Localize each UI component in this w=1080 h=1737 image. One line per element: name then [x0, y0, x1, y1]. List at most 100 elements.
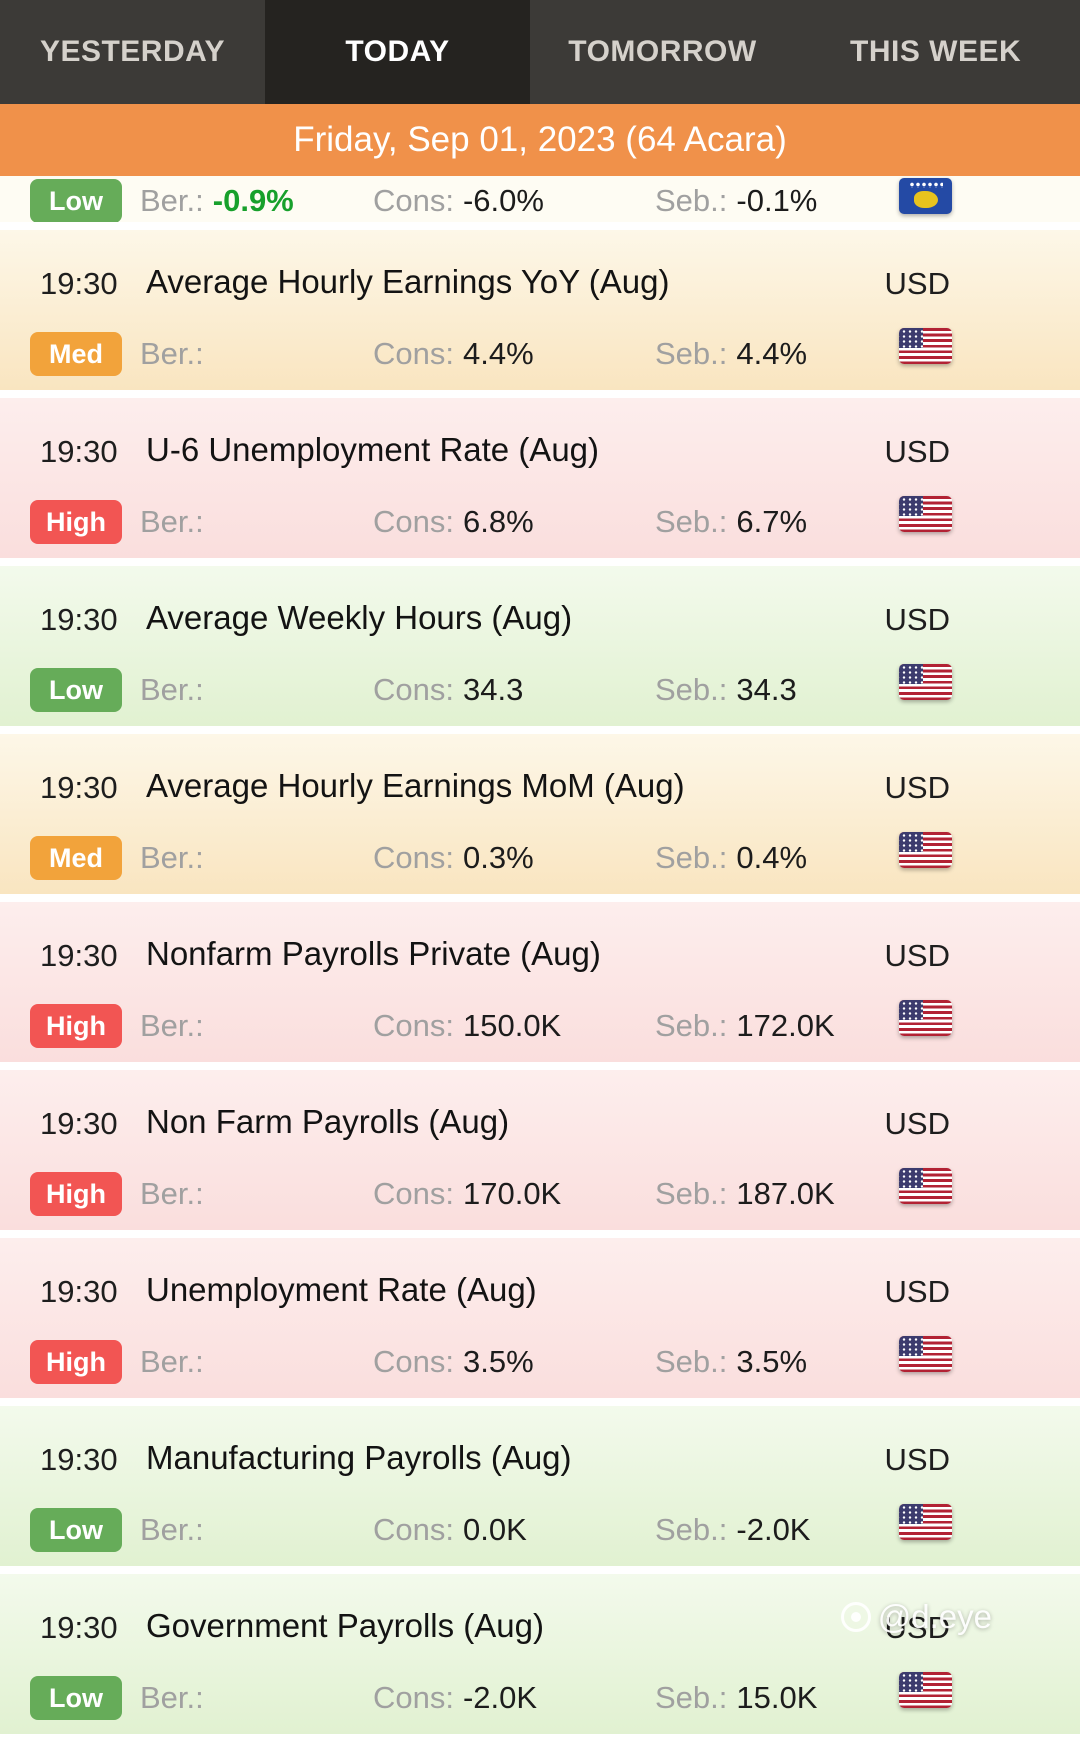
event-row[interactable]: 19:30 Average Hourly Earnings MoM (Aug) … [0, 734, 1080, 894]
event-currency: USD [884, 1610, 950, 1645]
cons-label: Cons: [373, 336, 454, 371]
country-flag-icon [899, 178, 952, 214]
cons-label: Cons: [373, 672, 454, 707]
event-title: Government Payrolls (Aug) [146, 1607, 544, 1644]
seb-label: Seb.: [655, 1344, 728, 1379]
event-time: 19:30 [40, 938, 118, 973]
tab-this-week[interactable]: THIS WEEK [850, 35, 1022, 68]
event-currency: USD [884, 1106, 950, 1141]
event-row[interactable]: Low Ber.: -0.9% Cons: -6.0% Seb.: -0.1% [0, 176, 1080, 222]
event-currency: USD [884, 602, 950, 637]
ber-label: Ber.: [140, 840, 204, 875]
event-currency: USD [884, 1442, 950, 1477]
cons-label: Cons: [373, 1176, 454, 1211]
cons-value: 0.3% [462, 840, 534, 875]
event-row[interactable]: 19:30 Non Farm Payrolls (Aug) USD High B… [0, 1070, 1080, 1230]
event-time: 19:30 [40, 266, 118, 301]
ber-metric: Ber.: [140, 1344, 213, 1380]
seb-value: 6.7% [736, 504, 808, 539]
importance-badge: High [30, 1004, 122, 1048]
seb-label: Seb.: [655, 504, 728, 539]
country-flag-icon [899, 1336, 952, 1372]
country-flag-icon [899, 328, 952, 364]
seb-value: 0.4% [736, 840, 808, 875]
event-title: Average Weekly Hours (Aug) [146, 599, 573, 636]
ber-label: Ber.: [140, 336, 204, 371]
event-row[interactable]: 19:30 Average Weekly Hours (Aug) USD Low… [0, 566, 1080, 726]
event-row[interactable]: 19:30 U-6 Unemployment Rate (Aug) USD Hi… [0, 398, 1080, 558]
seb-label: Seb.: [655, 1176, 728, 1211]
ber-metric: Ber.: [140, 1176, 213, 1212]
importance-badge: High [30, 500, 122, 544]
cons-value: -2.0K [462, 1680, 538, 1715]
event-row[interactable]: 19:30 Unemployment Rate (Aug) USD High B… [0, 1238, 1080, 1398]
seb-label: Seb.: [655, 672, 728, 707]
seb-label: Seb.: [655, 840, 728, 875]
event-time: 19:30 [40, 602, 118, 637]
event-list: Low Ber.: -0.9% Cons: -6.0% Seb.: -0.1% 19:… [0, 176, 1080, 1734]
ber-metric: Ber.: [140, 1008, 213, 1044]
eye-logo-icon [840, 1602, 871, 1632]
event-row[interactable]: 19:30 Average Hourly Earnings YoY (Aug) … [0, 230, 1080, 390]
importance-badge: High [30, 1340, 122, 1384]
event-time: 19:30 [40, 770, 118, 805]
event-time: 19:30 [40, 1106, 118, 1141]
country-flag-icon [899, 1672, 952, 1708]
importance-badge: Low [30, 179, 122, 222]
tab-today[interactable]: TODAY [265, 0, 530, 104]
seb-metric: Seb.: -0.1% [655, 183, 817, 219]
importance-badge: Low [30, 1508, 122, 1552]
event-currency: USD [884, 266, 950, 301]
event-row[interactable]: 19:30 Manufacturing Payrolls (Aug) USD L… [0, 1406, 1080, 1566]
ber-value: -0.9% [212, 183, 294, 218]
ber-label: Ber.: [140, 183, 204, 218]
country-flag-icon [899, 664, 952, 700]
country-flag-icon [899, 1000, 952, 1036]
seb-metric: Seb.: 0.4% [655, 840, 807, 876]
importance-badge: High [30, 1172, 122, 1216]
cons-metric: Cons: 0.0K [373, 1512, 527, 1548]
seb-metric: Seb.: 15.0K [655, 1680, 817, 1716]
event-title: Nonfarm Payrolls Private (Aug) [146, 935, 601, 972]
ber-label: Ber.: [140, 1512, 204, 1547]
cons-value: 3.5% [462, 1344, 534, 1379]
seb-metric: Seb.: -2.0K [655, 1512, 811, 1548]
importance-badge: Low [30, 1676, 122, 1720]
seb-value: -0.1% [736, 183, 818, 218]
seb-metric: Seb.: 172.0K [655, 1008, 835, 1044]
event-title: Average Hourly Earnings MoM (Aug) [146, 767, 685, 804]
ber-label: Ber.: [140, 504, 204, 539]
seb-label: Seb.: [655, 336, 728, 371]
cons-metric: Cons: 34.3 [373, 672, 523, 708]
seb-value: 3.5% [736, 1344, 808, 1379]
cons-metric: Cons: 3.5% [373, 1344, 534, 1380]
event-currency: USD [884, 1274, 950, 1309]
ber-metric: Ber.: [140, 840, 213, 876]
event-row[interactable]: 19:30 Nonfarm Payrolls Private (Aug) USD… [0, 902, 1080, 1062]
event-currency: USD [884, 434, 950, 469]
cons-label: Cons: [373, 1680, 454, 1715]
tab-yesterday[interactable]: YESTERDAY [39, 35, 226, 68]
event-currency: USD [884, 770, 950, 805]
seb-label: Seb.: [655, 1512, 728, 1547]
seb-label: Seb.: [655, 183, 728, 218]
event-title: Average Hourly Earnings YoY (Aug) [146, 263, 670, 300]
seb-metric: Seb.: 3.5% [655, 1344, 807, 1380]
country-flag-icon [899, 832, 952, 868]
tab-bar: YESTERDAY TODAY TOMORROW THIS WEEK [0, 0, 1080, 104]
cons-value: 6.8% [462, 504, 534, 539]
country-flag-icon [899, 496, 952, 532]
event-currency: USD [884, 938, 950, 973]
event-time: 19:30 [40, 1274, 118, 1309]
cons-label: Cons: [373, 1344, 454, 1379]
cons-metric: Cons: 150.0K [373, 1008, 561, 1044]
cons-metric: Cons: 4.4% [373, 336, 534, 372]
cons-metric: Cons: -2.0K [373, 1680, 537, 1716]
seb-value: 172.0K [736, 1008, 835, 1043]
ber-label: Ber.: [140, 1344, 204, 1379]
event-row[interactable]: 19:30 Government Payrolls (Aug) USD Low … [0, 1574, 1080, 1734]
cons-value: 150.0K [462, 1008, 562, 1043]
cons-metric: Cons: -6.0% [373, 183, 544, 219]
cons-value: -6.0% [462, 183, 544, 218]
tab-tomorrow[interactable]: TOMORROW [568, 35, 757, 68]
